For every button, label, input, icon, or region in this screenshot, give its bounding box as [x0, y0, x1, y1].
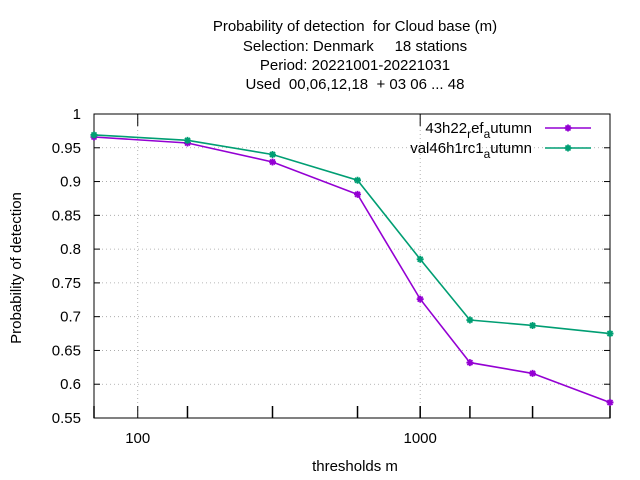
- data-point: [90, 131, 98, 139]
- data-point: [606, 398, 614, 406]
- x-tick-label: 1000: [403, 430, 436, 447]
- data-point: [183, 136, 191, 144]
- data-point: [529, 321, 537, 329]
- y-tick-label: 0.8: [60, 241, 81, 258]
- y-tick-label: 0.65: [52, 342, 81, 359]
- x-axis: 100 1000: [93, 114, 611, 447]
- grid: [94, 113, 610, 419]
- title-line-1: Probability of detection for Cloud base …: [212, 18, 498, 35]
- x-axis-label: thresholds m: [312, 458, 398, 475]
- y-tick-label: 0.55: [52, 410, 81, 427]
- series-1: [90, 133, 614, 406]
- data-point: [269, 158, 277, 166]
- data-point: [269, 151, 277, 159]
- y-tick-label: 1: [73, 106, 81, 123]
- plot-area-border: [93, 113, 611, 419]
- title-line-3: Period: 20221001-20221031: [259, 57, 451, 74]
- x-tick-label: 100: [125, 430, 150, 447]
- data-point: [354, 190, 362, 198]
- series-layer: [90, 131, 614, 406]
- legend-label: 43h22refautumn: [425, 120, 532, 141]
- data-point: [606, 330, 614, 338]
- data-point: [354, 176, 362, 184]
- y-axis-label: Probability of detection: [8, 192, 25, 344]
- y-tick-label: 0.75: [52, 275, 81, 292]
- data-point: [416, 295, 424, 303]
- legend-marker: [564, 124, 572, 132]
- y-tick-label: 0.85: [52, 207, 81, 224]
- y-tick-label: 0.95: [52, 140, 81, 157]
- title-line-2: Selection: Denmark 18 stations: [242, 38, 468, 55]
- series-2: [90, 131, 614, 338]
- data-point: [466, 316, 474, 324]
- series-line: [93, 136, 611, 404]
- series-line: [93, 134, 611, 335]
- y-axis: 0.55 0.6 0.65 0.7 0.75 0.8 0.85 0.9 0.95 1: [52, 106, 610, 427]
- data-point: [416, 255, 424, 263]
- data-point: [529, 369, 537, 377]
- data-point: [466, 359, 474, 367]
- legend-marker: [564, 144, 572, 152]
- title-line-4: Used 00,06,12,18 + 03 06 ... 48: [245, 76, 465, 93]
- legend-label: val46h1rc1autumn: [410, 140, 532, 161]
- y-tick-label: 0.9: [60, 174, 81, 191]
- y-tick-label: 0.6: [60, 376, 81, 393]
- y-tick-label: 0.7: [60, 309, 81, 326]
